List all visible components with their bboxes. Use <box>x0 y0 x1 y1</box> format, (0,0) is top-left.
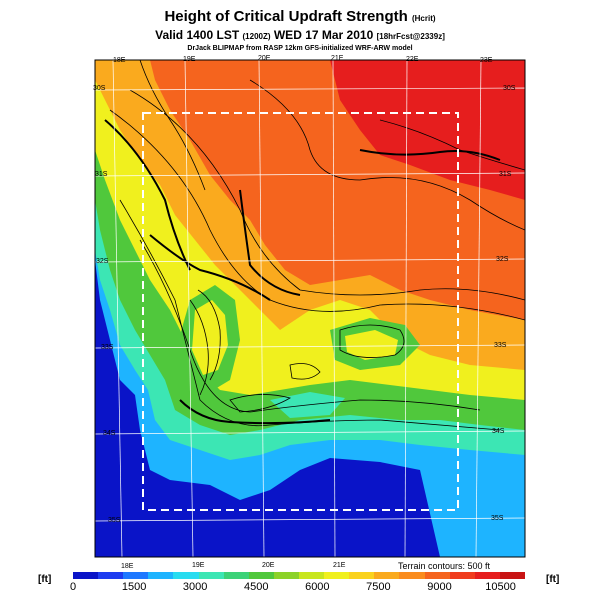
colorbar-tick-label: 7500 <box>366 581 391 593</box>
lat-label-right-35s: 35S <box>491 515 504 522</box>
colorbar-unit-right: [ft] <box>546 574 560 585</box>
title-text: Height of Critical Updraft Strength <box>164 8 408 25</box>
lon-label-top-19e: 19E <box>183 56 196 63</box>
terrain-contours-note: Terrain contours: 500 ft <box>398 561 491 571</box>
graticule <box>94 59 526 558</box>
lat-label-right-34s: 34S <box>492 428 505 435</box>
colorbar-segment <box>198 572 224 579</box>
colorbar-segment <box>173 572 199 579</box>
subtitle-utc: (1200Z) <box>242 32 271 41</box>
subtitle-forecast: [18hrFcst@2339z] <box>376 32 445 41</box>
colorbar-segment <box>474 572 500 579</box>
colorbar-tick-label: 9000 <box>427 581 452 593</box>
subtitle-valid: Valid 1400 LST <box>155 28 240 42</box>
domain-boundary <box>142 112 459 511</box>
lon-label-bottom-20e: 20E <box>262 562 275 569</box>
lat-label-left-33s: 33S <box>101 344 114 351</box>
colorbar-segment <box>248 572 274 579</box>
lon-label-top-21e: 21E <box>331 55 344 62</box>
colorbar-segment <box>73 572 99 579</box>
lat-label-left-32s: 32S <box>96 258 109 265</box>
colorbar-segment <box>349 572 375 579</box>
parallel-line <box>94 87 526 91</box>
lon-label-top-23e: 23E <box>480 57 493 64</box>
meridian-line <box>404 59 408 558</box>
colorbar-tick-label: 4500 <box>243 581 269 593</box>
lon-label-top-22e: 22E <box>406 56 419 63</box>
lat-label-right-32s: 32S <box>496 256 509 263</box>
colorbar-segment <box>449 572 475 579</box>
meridian-line <box>184 59 194 558</box>
lat-label-left-35s: 35S <box>108 517 121 524</box>
parallel-line <box>94 258 526 263</box>
thick-contours <box>104 119 501 425</box>
colorbar-segment <box>424 572 450 579</box>
parallel-line <box>94 344 526 349</box>
colorbar-segment <box>273 572 299 579</box>
colorbar-tick-label: 10500 <box>485 581 516 593</box>
title-block: Height of Critical Updraft Strength (Hcr… <box>0 8 600 54</box>
lon-label-top-20e: 20E <box>258 55 271 62</box>
colorbar-segment <box>374 572 400 579</box>
colorbar <box>73 572 525 579</box>
map-subtitle: Valid 1400 LST (1200Z) WED 17 Mar 2010 [… <box>0 28 600 44</box>
colorbar-tick-label: 1500 <box>121 581 147 593</box>
parallel-line <box>94 172 526 177</box>
colorbar-segment <box>223 572 249 579</box>
colorbar-segment <box>298 572 325 579</box>
colorbar-segment <box>499 572 525 579</box>
map-frame <box>94 59 526 558</box>
lat-label-right-33s: 33S <box>494 342 507 349</box>
subtitle-date: WED 17 Mar 2010 <box>273 28 374 42</box>
colorbar-tick-label: 3000 <box>182 581 208 593</box>
interior-blob-4 <box>345 330 398 360</box>
land-red <box>330 60 525 200</box>
lon-label-bottom-19e: 19E <box>192 562 205 569</box>
colorbar-segment <box>148 572 174 579</box>
terrain-contours <box>109 60 525 431</box>
colorbar-segment <box>123 572 149 579</box>
lat-label-left-30s: 30S <box>93 85 106 92</box>
parallel-line <box>94 517 526 522</box>
lon-label-top-18e: 18E <box>113 57 126 64</box>
map-title: Height of Critical Updraft Strength (Hcr… <box>0 8 600 28</box>
colorbar-segment <box>324 572 350 579</box>
meridian-line <box>475 59 482 558</box>
colorbar-unit-left: [ft] <box>38 574 52 585</box>
title-units: (Hcrit) <box>411 14 436 23</box>
lon-label-bottom-18e: 18E <box>121 563 134 570</box>
map-credit: DrJack BLIPMAP from RASP 12km GFS-initia… <box>187 45 413 52</box>
lat-label-left-31s: 31S <box>95 171 108 178</box>
meridian-line <box>112 59 123 558</box>
colorbar-segment <box>98 572 124 579</box>
lat-label-right-30s: 30S <box>503 85 516 92</box>
parallel-line <box>94 430 526 435</box>
meridian-line <box>332 59 336 558</box>
colorbar-tick-label: 6000 <box>305 581 330 593</box>
lon-label-bottom-21e: 21E <box>333 562 346 569</box>
colorbar-tick-label: 0 <box>69 581 77 593</box>
meridian-line <box>258 59 265 558</box>
colorbar-segment <box>399 572 425 579</box>
lat-label-left-34s: 34S <box>103 430 116 437</box>
lat-label-right-31s: 31S <box>499 171 512 178</box>
